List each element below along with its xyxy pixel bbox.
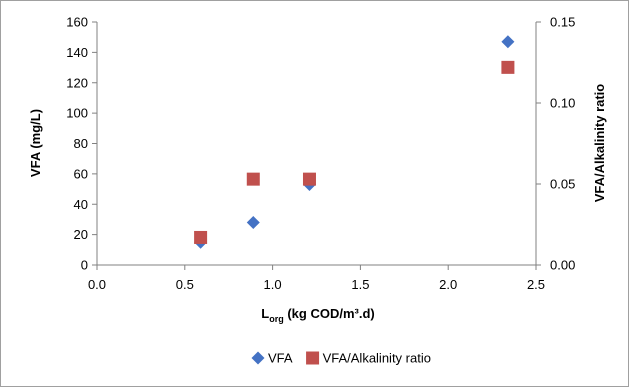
x-axis-title-rest: (kg COD/m³.d) — [284, 306, 375, 321]
y-tick-label: 20 — [74, 227, 88, 242]
axes — [96, 22, 537, 266]
vfa-alkalinity-ratio-point — [501, 60, 515, 74]
y2-axis-title: VFA/Alkalinity ratio — [592, 84, 607, 203]
y-tick-label: 40 — [74, 197, 88, 212]
x-tick-label: 2.0 — [439, 277, 457, 292]
legend-item: VFA/Alkalinity ratio — [306, 351, 431, 366]
x-tick-label: 2.5 — [527, 277, 545, 292]
legend-label: VFA — [268, 351, 293, 366]
x-axis-title: Lorg (kg COD/m³.d) — [261, 306, 374, 324]
y2-tick-label: 0.10 — [550, 96, 575, 111]
x-tick-label: 1.5 — [351, 277, 369, 292]
legend: VFA VFA/Alkalinity ratio — [251, 351, 431, 366]
x-tick-label: 0.0 — [88, 277, 106, 292]
vfa-alkalinity-ratio-point — [194, 230, 208, 244]
y-tick-label: 60 — [74, 166, 88, 181]
plot-marks — [194, 35, 515, 249]
x-tick-label: 1.0 — [264, 277, 282, 292]
y-tick-label: 80 — [74, 136, 88, 151]
vfa-alkalinity-ratio-point — [246, 172, 260, 186]
y-tick-label: 140 — [66, 45, 88, 60]
x-axis-ticks: 0.0 0.5 1.0 1.5 2.0 2.5 — [88, 265, 545, 292]
legend-item: VFA — [251, 351, 293, 366]
y-tick-label: 120 — [66, 75, 88, 90]
x-axis-title-main: L — [261, 306, 269, 321]
legend-label: VFA/Alkalinity ratio — [323, 351, 431, 366]
y2-axis-ticks: 0.00 0.05 0.10 0.15 — [536, 15, 575, 273]
legend-diamond-marker — [251, 351, 265, 365]
y-tick-label: 0 — [81, 258, 88, 273]
y-tick-label: 160 — [66, 15, 88, 30]
legend-square-marker — [306, 351, 320, 365]
y2-tick-label: 0.15 — [550, 15, 575, 30]
y-axis-ticks: 0 20 40 60 80 100 120 140 160 — [66, 15, 97, 273]
vfa-point — [246, 215, 260, 229]
vfa-point — [501, 35, 515, 49]
x-axis-title-subscript: org — [269, 314, 284, 324]
vfa-alkalinity-ratio-point — [302, 172, 316, 186]
y-tick-label: 100 — [66, 106, 88, 121]
y-axis-title: VFA (mg/L) — [28, 109, 43, 177]
x-tick-label: 0.5 — [176, 277, 194, 292]
y2-tick-label: 0.05 — [550, 177, 575, 192]
y2-tick-label: 0.00 — [550, 258, 575, 273]
